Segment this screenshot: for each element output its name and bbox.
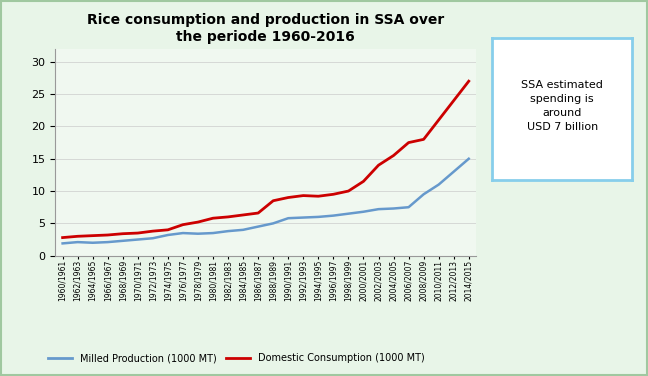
Milled Production (1000 MT) [149,236,157,241]
Domestic Consumption (1000 MT) [314,194,322,199]
Milled Production (1000 MT) [164,233,172,237]
Milled Production (1000 MT) [104,240,111,244]
Milled Production (1000 MT) [314,215,322,219]
Milled Production (1000 MT) [420,192,428,197]
Domestic Consumption (1000 MT) [239,213,247,217]
Domestic Consumption (1000 MT) [465,79,472,83]
Domestic Consumption (1000 MT) [119,232,126,236]
Milled Production (1000 MT) [74,240,82,244]
Milled Production (1000 MT) [435,182,443,187]
Domestic Consumption (1000 MT) [435,118,443,122]
Domestic Consumption (1000 MT) [134,231,142,235]
Text: SSA estimated
spending is
around
USD 7 billion: SSA estimated spending is around USD 7 b… [521,80,603,132]
Milled Production (1000 MT) [345,211,353,216]
Domestic Consumption (1000 MT) [224,215,232,219]
Milled Production (1000 MT) [375,207,382,211]
Milled Production (1000 MT) [284,216,292,220]
Domestic Consumption (1000 MT) [194,220,202,224]
Legend: Milled Production (1000 MT), Domestic Consumption (1000 MT): Milled Production (1000 MT), Domestic Co… [44,350,429,367]
Domestic Consumption (1000 MT) [450,98,457,103]
Milled Production (1000 MT) [329,213,337,218]
Milled Production (1000 MT) [239,227,247,232]
Domestic Consumption (1000 MT) [59,235,67,240]
Milled Production (1000 MT) [299,215,307,220]
Domestic Consumption (1000 MT) [360,179,367,183]
Domestic Consumption (1000 MT) [164,227,172,232]
Line: Domestic Consumption (1000 MT): Domestic Consumption (1000 MT) [63,81,469,238]
Domestic Consumption (1000 MT) [284,195,292,200]
Domestic Consumption (1000 MT) [329,192,337,197]
Milled Production (1000 MT) [224,229,232,233]
Milled Production (1000 MT) [405,205,413,209]
Domestic Consumption (1000 MT) [74,234,82,238]
Domestic Consumption (1000 MT) [420,137,428,142]
Title: Rice consumption and production in SSA over
the periode 1960-2016: Rice consumption and production in SSA o… [87,13,445,44]
Domestic Consumption (1000 MT) [389,153,397,158]
Milled Production (1000 MT) [254,224,262,229]
Domestic Consumption (1000 MT) [254,211,262,215]
Milled Production (1000 MT) [450,170,457,174]
Milled Production (1000 MT) [89,241,97,245]
Milled Production (1000 MT) [194,232,202,236]
Domestic Consumption (1000 MT) [270,199,277,203]
Domestic Consumption (1000 MT) [345,189,353,193]
Milled Production (1000 MT) [209,231,217,235]
Milled Production (1000 MT) [360,209,367,214]
Domestic Consumption (1000 MT) [299,193,307,198]
Milled Production (1000 MT) [389,206,397,211]
Domestic Consumption (1000 MT) [104,233,111,237]
Milled Production (1000 MT) [465,156,472,161]
Milled Production (1000 MT) [119,238,126,243]
Milled Production (1000 MT) [59,241,67,246]
Domestic Consumption (1000 MT) [149,229,157,233]
Line: Milled Production (1000 MT): Milled Production (1000 MT) [63,159,469,243]
Milled Production (1000 MT) [179,231,187,235]
Milled Production (1000 MT) [134,237,142,242]
Domestic Consumption (1000 MT) [375,163,382,167]
Domestic Consumption (1000 MT) [179,222,187,227]
Domestic Consumption (1000 MT) [209,216,217,220]
Milled Production (1000 MT) [270,221,277,226]
Domestic Consumption (1000 MT) [405,140,413,145]
Domestic Consumption (1000 MT) [89,233,97,238]
